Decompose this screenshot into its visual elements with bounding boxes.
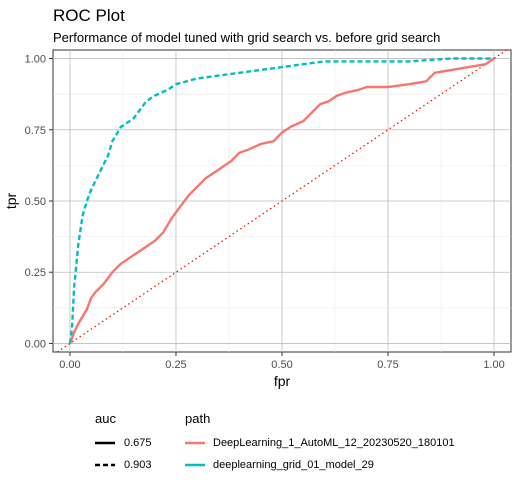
y-tick-label-2: 0.50 xyxy=(25,196,46,208)
legend-auc-title: auc xyxy=(95,411,116,426)
reference-line xyxy=(56,49,508,353)
series-lines xyxy=(68,57,495,344)
x-tick-label-2: 0.50 xyxy=(271,359,292,371)
chart-title: ROC Plot xyxy=(53,6,125,25)
x-tick-label-1: 0.25 xyxy=(165,359,186,371)
x-tick-label-4: 1.00 xyxy=(483,359,504,371)
legend-key-dashed xyxy=(95,463,115,467)
series-line-1 xyxy=(68,57,494,344)
reference-diagonal-line xyxy=(56,49,508,353)
y-tick-label-4: 1.00 xyxy=(25,54,46,66)
chart-subtitle: Performance of model tuned with grid sea… xyxy=(53,30,441,45)
y-tick-label-1: 0.25 xyxy=(25,267,46,279)
y-axis-label: tpr xyxy=(3,192,19,209)
x-tick-label-0: 0.00 xyxy=(59,359,80,371)
x-tick-label-3: 0.75 xyxy=(377,359,398,371)
y-tick-label-0: 0.00 xyxy=(25,338,46,350)
legend-key-deeplearning-grid xyxy=(185,463,205,467)
series-line-0 xyxy=(68,57,495,344)
legend-auc-label-1: 0.675 xyxy=(124,437,152,449)
legend-auc-label-2: 0.903 xyxy=(124,459,152,471)
legend-key-deeplearning-automl xyxy=(185,441,205,445)
legend-path-label-1: DeepLearning_1_AutoML_12_20230520_180101 xyxy=(213,437,455,449)
legend-path-label-2: deeplearning_grid_01_model_29 xyxy=(213,459,374,471)
axis-ticks: 0.00 0.25 0.50 0.75 1.00 0.00 0.25 0.50 0.75 1.00 xyxy=(25,54,505,371)
legend-key-solid xyxy=(95,441,115,445)
legend-path-title: path xyxy=(185,411,211,426)
x-axis-label: fpr xyxy=(274,373,291,389)
y-tick-label-3: 0.75 xyxy=(25,125,46,137)
